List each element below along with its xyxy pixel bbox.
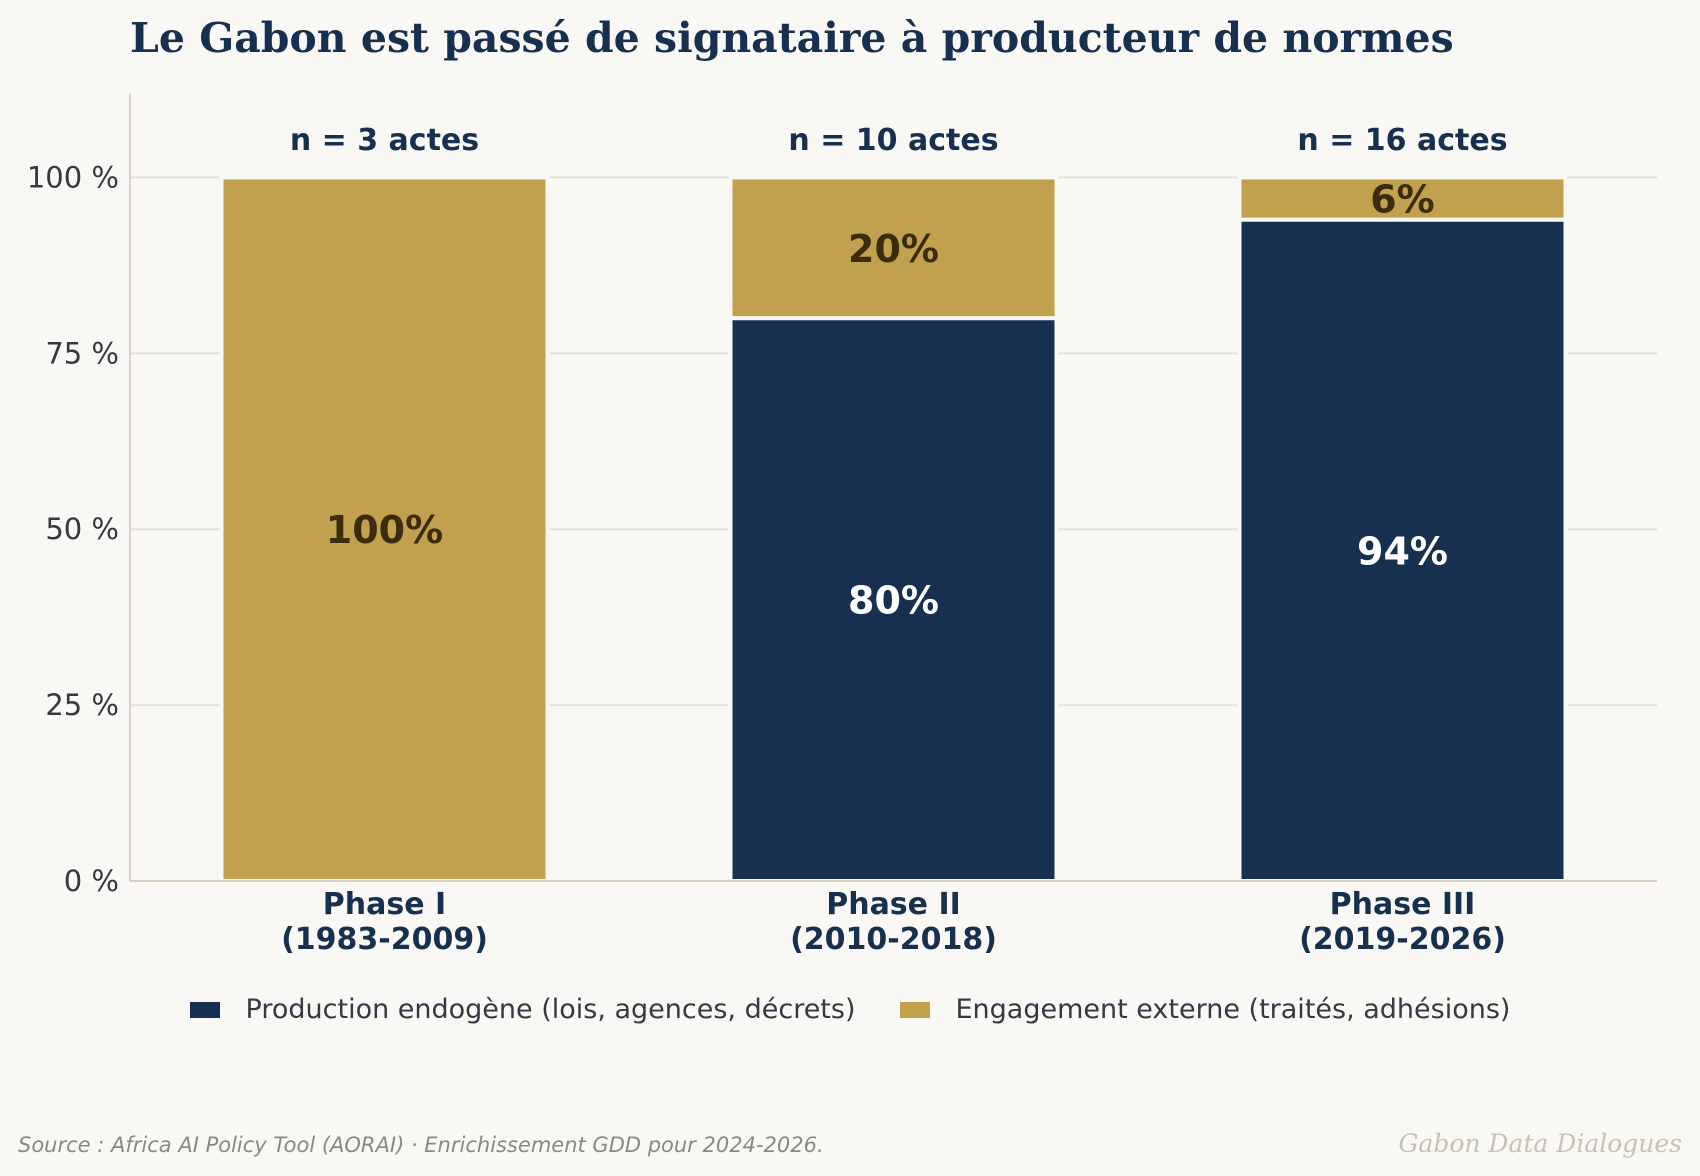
bar-segment-endogene[interactable] (728, 316, 1059, 883)
labels: 0 % 25 % 50 % 75 % 100 % 100% n = 3 actes Phase… (27, 123, 1508, 957)
bar-value-label: 100% (326, 508, 443, 552)
legend-label-endogene: Production endogène (lois, agences, décr… (245, 994, 856, 1025)
bar-value-label: 94% (1357, 529, 1448, 573)
brand-mark: Gabon Data Dialogues (1398, 1129, 1682, 1158)
legend-swatch-endogene (189, 1001, 220, 1018)
bars (219, 175, 1568, 883)
bar-value-label: 20% (848, 227, 939, 271)
legend-item-endogene[interactable]: Production endogène (lois, agences, décr… (189, 994, 856, 1025)
bar-value-label: 80% (848, 579, 939, 623)
bar-segment-endogene[interactable] (1237, 217, 1568, 883)
source-note: Source : Africa AI Policy Tool (AORAI) ·… (18, 1133, 824, 1157)
legend-swatch-externe (899, 1001, 930, 1018)
x-tick-label: Phase III (1330, 887, 1476, 922)
legend-item-externe[interactable]: Engagement externe (traités, adhésions) (899, 994, 1511, 1025)
count-label: n = 16 actes (1297, 123, 1507, 158)
axes (129, 93, 1657, 882)
x-tick-label: (2010-2018) (790, 922, 997, 957)
bar-segment-externe[interactable] (728, 175, 1059, 321)
y-tick-label: 75 % (45, 336, 119, 370)
x-tick-label: (1983-2009) (281, 922, 488, 957)
y-tick-label: 0 % (64, 864, 119, 898)
y-tick-label: 50 % (45, 512, 119, 546)
count-label: n = 3 actes (290, 123, 479, 158)
x-tick-label: Phase I (323, 887, 446, 922)
x-tick-label: Phase II (826, 887, 961, 922)
chart-title: Le Gabon est passé de signataire à produ… (130, 14, 1454, 62)
x-tick-label: (2019-2026) (1299, 922, 1506, 957)
count-label: n = 10 actes (788, 123, 998, 158)
bar-value-label: 6% (1370, 178, 1435, 222)
legend-label-externe: Engagement externe (traités, adhésions) (955, 994, 1511, 1025)
y-tick-label: 100 % (27, 160, 119, 194)
legend: Production endogène (lois, agences, décr… (0, 994, 1700, 1025)
y-tick-label: 25 % (45, 688, 119, 722)
bar-segment-externe[interactable] (1237, 175, 1568, 222)
